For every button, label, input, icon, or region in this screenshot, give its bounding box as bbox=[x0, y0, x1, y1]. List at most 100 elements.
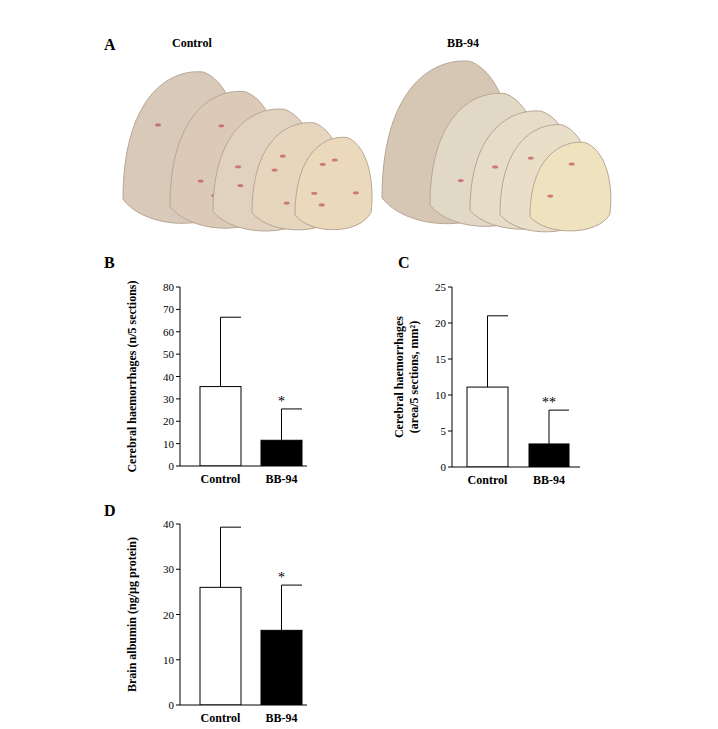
y-tick-label: 20 bbox=[163, 415, 175, 427]
bar-chart: C**0510152025ControlBB-94Cerebral haemor… bbox=[392, 254, 580, 487]
brain-slices bbox=[123, 72, 372, 231]
group-label: Control bbox=[172, 36, 212, 50]
y-axis bbox=[452, 287, 453, 467]
bar bbox=[261, 440, 302, 466]
error-line bbox=[220, 317, 221, 386]
haemorrhage-spot bbox=[272, 169, 278, 172]
error-line bbox=[281, 585, 282, 630]
panel-label: A bbox=[104, 36, 116, 53]
haemorrhage-spot bbox=[237, 184, 243, 187]
y-tick bbox=[176, 443, 180, 444]
brain-slice bbox=[295, 137, 372, 229]
y-tick bbox=[448, 287, 452, 288]
group-label: BB-94 bbox=[447, 36, 479, 50]
y-tick-label: 20 bbox=[163, 609, 175, 621]
significance: ** bbox=[542, 395, 556, 410]
significance: * bbox=[278, 570, 285, 585]
haemorrhage-spot bbox=[458, 179, 464, 182]
plot-area bbox=[200, 527, 302, 705]
haemorrhage-spot bbox=[280, 154, 286, 157]
haemorrhage-spot bbox=[319, 203, 325, 206]
y-tick bbox=[448, 323, 452, 324]
haemorrhage-spot bbox=[320, 163, 326, 166]
haemorrhage-spot bbox=[155, 123, 161, 126]
y-axis-label: Brain albumin (ng/µg protein) bbox=[125, 537, 139, 692]
error-line bbox=[281, 409, 282, 440]
error-bar bbox=[282, 409, 303, 440]
y-tick bbox=[448, 431, 452, 432]
panel-label: D bbox=[104, 502, 116, 519]
bar bbox=[261, 630, 302, 705]
y-tick bbox=[176, 659, 180, 660]
x-tick-label: Control bbox=[201, 711, 241, 725]
bar-chart: B*01020304050607080ControlBB-94Cerebral … bbox=[104, 254, 307, 486]
y-tick bbox=[176, 287, 180, 288]
y-tick-label: 25 bbox=[435, 281, 447, 293]
bar bbox=[467, 387, 508, 467]
significance: * bbox=[278, 394, 285, 409]
haemorrhage-spot bbox=[284, 201, 290, 204]
error-bar bbox=[221, 317, 242, 386]
brain-slices bbox=[382, 61, 611, 232]
y-tick bbox=[176, 421, 180, 422]
bar-chart: D*010203040ControlBB-94Brain albumin (ng… bbox=[104, 502, 307, 725]
bar bbox=[200, 387, 241, 466]
error-bar bbox=[282, 585, 303, 630]
x-axis bbox=[452, 467, 580, 468]
y-tick-label: 10 bbox=[163, 654, 175, 666]
haemorrhage-spot bbox=[353, 191, 359, 194]
haemorrhage-spot bbox=[198, 179, 204, 182]
haemorrhage-spot bbox=[492, 165, 498, 168]
panel-label: C bbox=[398, 254, 410, 271]
y-tick-label: 0 bbox=[169, 460, 175, 472]
y-tick-label: 50 bbox=[163, 348, 175, 360]
y-tick bbox=[176, 331, 180, 332]
error-bar bbox=[488, 316, 509, 387]
y-tick bbox=[176, 569, 180, 570]
x-tick-label: Control bbox=[201, 472, 241, 486]
haemorrhage-spot bbox=[528, 156, 534, 159]
plot-area bbox=[467, 316, 569, 467]
error-cap bbox=[488, 315, 509, 316]
y-tick bbox=[176, 466, 180, 467]
y-tick bbox=[176, 705, 180, 706]
y-axis-label: Cerebral haemorrhages (n/5 sections) bbox=[125, 280, 139, 472]
error-line bbox=[487, 316, 488, 387]
y-tick-label: 70 bbox=[163, 303, 175, 315]
haemorrhage-spot bbox=[569, 162, 575, 165]
brain-slice bbox=[530, 142, 611, 231]
x-tick-label: BB-94 bbox=[533, 473, 565, 487]
y-tick-label: 0 bbox=[441, 461, 447, 473]
haemorrhage-spot bbox=[218, 124, 224, 127]
y-tick bbox=[448, 359, 452, 360]
y-tick-label: 30 bbox=[163, 393, 175, 405]
plot-area bbox=[200, 317, 302, 466]
y-tick-label: 10 bbox=[163, 438, 175, 450]
y-tick-label: 15 bbox=[435, 353, 447, 365]
y-tick-label: 0 bbox=[169, 699, 175, 711]
y-axis-label: Cerebral haemorrhages bbox=[392, 316, 406, 438]
y-axis-label: (area/5 sections, mm²) bbox=[407, 321, 421, 433]
error-cap bbox=[221, 527, 242, 528]
y-tick bbox=[448, 467, 452, 468]
x-tick-label: Control bbox=[468, 473, 508, 487]
error-line bbox=[549, 410, 550, 444]
y-tick-label: 30 bbox=[163, 563, 175, 575]
haemorrhage-spot bbox=[235, 165, 241, 168]
y-tick bbox=[448, 395, 452, 396]
figure: AControlBB-94B*01020304050607080ControlB… bbox=[0, 0, 718, 729]
y-tick bbox=[176, 524, 180, 525]
y-tick-label: 5 bbox=[441, 425, 447, 437]
y-tick bbox=[176, 376, 180, 377]
error-line bbox=[220, 527, 221, 587]
y-tick-label: 40 bbox=[163, 371, 175, 383]
bar bbox=[529, 444, 569, 467]
panel-label: B bbox=[104, 254, 115, 271]
x-axis bbox=[180, 466, 307, 467]
haemorrhage-spot bbox=[332, 158, 338, 161]
x-axis bbox=[180, 705, 307, 706]
haemorrhage-spot bbox=[547, 194, 553, 197]
error-bar bbox=[549, 410, 569, 444]
y-tick bbox=[176, 309, 180, 310]
y-tick-label: 40 bbox=[163, 518, 175, 530]
